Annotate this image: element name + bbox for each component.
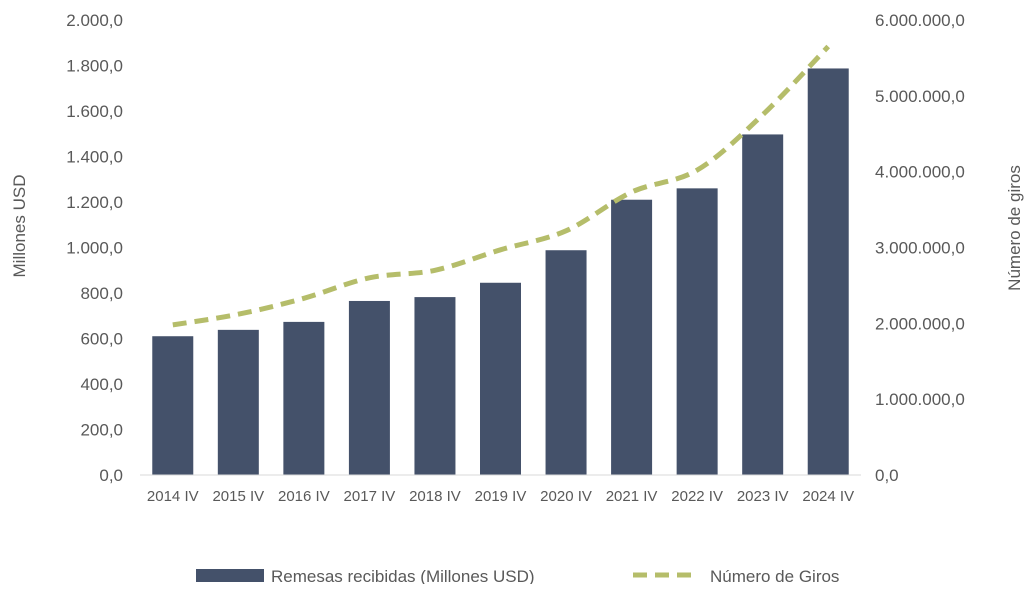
y-tick-label-right: 4.000.000,0	[875, 163, 965, 182]
y-tick-label-right: 0,0	[875, 466, 899, 485]
bar-2015-iv	[217, 329, 259, 475]
bar-2017-iv	[348, 300, 390, 475]
x-tick-label: 2016 IV	[278, 488, 330, 505]
bar-2016-iv	[283, 321, 325, 475]
bar-2023-iv	[742, 134, 784, 475]
x-tick-label: 2015 IV	[212, 488, 264, 505]
bar-2022-iv	[676, 188, 718, 475]
y-tick-label-left: 600,0	[80, 330, 123, 349]
left-axis-ticks: 0,0 200,0 400,0 600,0 800,0 1.000,0 1.200,0 1.4…	[66, 11, 123, 485]
y-tick-label-left: 2.000,0	[66, 11, 123, 30]
x-tick-label: 2017 IV	[344, 488, 396, 505]
bar-2014-iv	[152, 336, 194, 475]
legend-label-numero-de-giros: Número de Giros	[710, 567, 839, 584]
y-tick-label-left: 1.200,0	[66, 193, 123, 212]
x-tick-label: 2018 IV	[409, 488, 461, 505]
x-tick-label: 2022 IV	[671, 488, 723, 505]
y-tick-label-left: 200,0	[80, 421, 123, 440]
bar-2024-iv	[807, 68, 849, 476]
y-axis-title-left: Millones USD	[10, 175, 29, 278]
y-tick-label-right: 1.000.000,0	[875, 390, 965, 409]
legend-label-remesas: Remesas recibidas (Millones USD)	[271, 567, 535, 584]
y-axis-title-right: Número de giros	[1005, 165, 1024, 291]
y-tick-label-right: 6.000.000,0	[875, 11, 965, 30]
y-tick-label-left: 1.600,0	[66, 102, 123, 121]
y-tick-label-left: 400,0	[80, 375, 123, 394]
x-tick-label: 2020 IV	[540, 488, 592, 505]
legend-swatch-remesas	[196, 569, 264, 582]
y-tick-label-left: 1.000,0	[66, 239, 123, 258]
y-tick-label-right: 5.000.000,0	[875, 87, 965, 106]
bar-series	[152, 68, 849, 476]
y-tick-label-left: 1.800,0	[66, 57, 123, 76]
x-tick-label: 2021 IV	[606, 488, 658, 505]
y-tick-label-left: 1.400,0	[66, 148, 123, 167]
x-tick-label: 2023 IV	[737, 488, 789, 505]
bar-2019-iv	[480, 282, 521, 475]
bar-2018-iv	[414, 297, 456, 475]
x-tick-label: 2014 IV	[147, 488, 199, 505]
y-tick-label-right: 3.000.000,0	[875, 239, 965, 258]
y-tick-label-left: 0,0	[99, 466, 123, 485]
line-series-numero-de-giros	[172, 44, 831, 328]
y-tick-label-left: 800,0	[80, 284, 123, 303]
x-axis-ticks: 2014 IV 2015 IV 2016 IV 2017 IV 2018 IV 2019 …	[147, 488, 854, 505]
y-tick-label-right: 2.000.000,0	[875, 314, 965, 333]
x-tick-label: 2019 IV	[475, 488, 527, 505]
x-tick-label: 2024 IV	[802, 488, 854, 505]
bar-2021-iv	[611, 199, 653, 475]
legend: Remesas recibidas (Millones USD) Número …	[196, 567, 839, 586]
bar-2020-iv	[545, 250, 587, 475]
right-axis-ticks: 0,0 1.000.000,0 2.000.000,0 3.000.000,0 4.00…	[875, 11, 965, 485]
